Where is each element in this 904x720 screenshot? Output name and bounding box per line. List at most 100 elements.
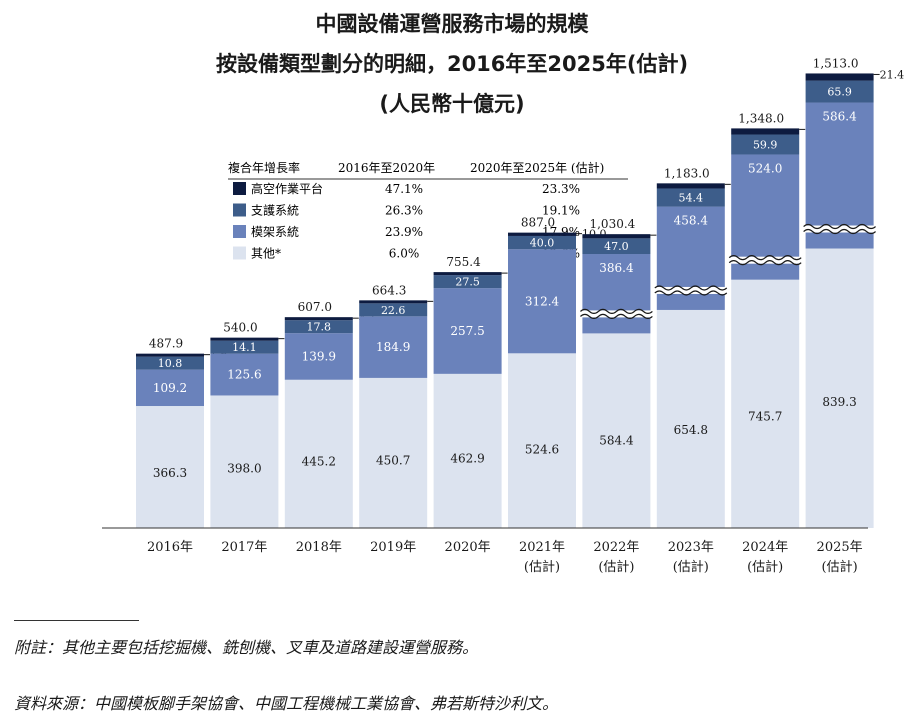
legend-swatch: [233, 182, 246, 195]
legend-cagr-1: 23.9%: [385, 225, 423, 239]
bar-segment: [433, 272, 502, 276]
segment-label: 458.4: [674, 214, 709, 228]
segment-label: 745.7: [748, 409, 782, 423]
x-tick-label: (估計): [673, 559, 709, 575]
legend-swatch: [233, 225, 246, 238]
legend-label: 支護系統: [251, 203, 299, 218]
bar-segment: [359, 300, 428, 304]
legend-label: 其他*: [251, 247, 281, 261]
axis-break-line: [803, 228, 876, 235]
bar-segment: [210, 340, 279, 354]
total-label: 487.9: [149, 337, 183, 351]
stacked-bar-chart: 複合年增長率 2016年至2020年 2020年至2025年 (估計) 高空作業…: [102, 56, 904, 575]
segment-label: 524.0: [748, 161, 782, 175]
legend-cagr-2: 23.3%: [542, 182, 580, 196]
segment-label: 366.3: [153, 466, 187, 480]
segment-label: 10.8: [158, 357, 183, 370]
x-tick-label: 2016年: [147, 540, 193, 555]
bar-segment: [582, 333, 651, 528]
chart-title: 中國設備運營服務市場的規模: [315, 12, 589, 36]
total-label: 887.0: [521, 216, 555, 230]
legend-swatch: [233, 246, 246, 260]
segment-label: 839.3: [822, 395, 856, 409]
bar-segment: [582, 234, 651, 239]
bar-segment: [136, 353, 204, 357]
bar-segment: [805, 73, 874, 81]
bar-segment: [136, 369, 204, 407]
segment-label: 139.9: [302, 349, 336, 363]
bar-segment: [805, 248, 874, 528]
total-label: 755.4: [446, 255, 481, 269]
segment-label: 398.0: [227, 461, 261, 475]
legend-cagr-1: 26.3%: [385, 204, 423, 218]
x-tick-label: 2017年: [221, 540, 267, 555]
bar-segment: [582, 254, 651, 334]
bar-segment: [508, 249, 576, 354]
segment-label: 47.0: [604, 240, 629, 253]
segment-label: 584.4: [599, 433, 634, 447]
axis-break-line: [654, 290, 728, 296]
segment-label: 59.9: [753, 139, 778, 152]
x-tick-label: 2021年: [519, 540, 565, 555]
axis-break-gap: [730, 256, 801, 264]
total-label: 1,030.4: [589, 217, 635, 231]
segment-label: 27.5: [455, 276, 480, 289]
segment-label: 109.2: [153, 381, 187, 395]
x-tick-label: 2023年: [668, 540, 714, 555]
bar-segment: [508, 232, 576, 236]
legend-col2-header: 2020年至2025年 (估計): [470, 160, 604, 175]
legend-cagr-1: 47.1%: [385, 182, 423, 196]
segment-label: 21.4: [880, 68, 904, 81]
bars: 366.3109.210.81.6487.9398.0125.614.12.35…: [136, 56, 904, 528]
segment-label: 14.1: [232, 341, 257, 354]
axis-break-line: [728, 255, 802, 261]
bar-segment: [656, 183, 725, 189]
bar-segment: [656, 309, 725, 528]
total-label: 1,183.0: [664, 166, 710, 180]
axis-break-line: [580, 313, 653, 319]
segment-label: 184.9: [376, 340, 410, 354]
bar-segment: [359, 316, 428, 378]
segment-label: 54.4: [679, 192, 704, 205]
segment-label: 450.7: [376, 453, 410, 467]
bar-segment: [359, 377, 428, 528]
legend-col1-header: 2016年至2020年: [338, 161, 435, 175]
x-tick-label: (估計): [822, 559, 858, 575]
legend-cagr-1: 6.0%: [389, 247, 420, 261]
bar-segment: [284, 320, 353, 334]
total-label: 607.0: [298, 300, 332, 314]
axis-break-gap: [804, 225, 875, 233]
source-note: 資料來源：中國模板腳手架協會、中國工程機械工業協會、弗若斯特沙利文。: [14, 694, 559, 713]
segment-label: 17.8: [307, 321, 332, 334]
x-tick-label: (估計): [747, 559, 783, 575]
axis-break-line: [654, 285, 728, 291]
segment-label: 586.4: [822, 110, 857, 124]
axis-break-line: [580, 308, 653, 314]
chart-unit: (人民幣十億元): [379, 92, 525, 116]
total-label: 664.3: [372, 283, 406, 297]
x-tick-label: (估計): [524, 559, 560, 575]
bar-segment: [508, 353, 576, 528]
bar-segment: [136, 406, 204, 528]
bar-segment: [433, 275, 502, 289]
segment-label: 40.0: [530, 237, 555, 250]
x-tick-label: 2020年: [445, 540, 491, 555]
bar-segment: [136, 356, 204, 370]
segment-label: 524.6: [525, 442, 559, 456]
bar-segment: [731, 134, 800, 155]
chart-subtitle: 按設備類型劃分的明細，2016年至2025年(估計): [215, 52, 689, 76]
segment-label: 462.9: [450, 452, 484, 466]
segment-label: 312.4: [525, 294, 560, 308]
segment-label: 445.2: [302, 454, 336, 468]
bar-segment: [731, 128, 800, 135]
footnote: 附註：其他主要包括挖掘機、銑刨機、叉車及道路建設運營服務。: [14, 638, 479, 657]
bar-segment: [210, 337, 279, 341]
x-tick-label: 2019年: [370, 540, 416, 555]
legend: 複合年增長率 2016年至2020年 2020年至2025年 (估計) 高空作業…: [228, 160, 628, 261]
x-tick-label: 2024年: [742, 540, 788, 555]
axis-break-gap: [655, 286, 726, 294]
x-tick-label: 2018年: [296, 540, 342, 555]
bar-segment: [508, 235, 576, 250]
bar-segment: [284, 379, 353, 528]
x-tick-label: 2022年: [593, 540, 639, 555]
